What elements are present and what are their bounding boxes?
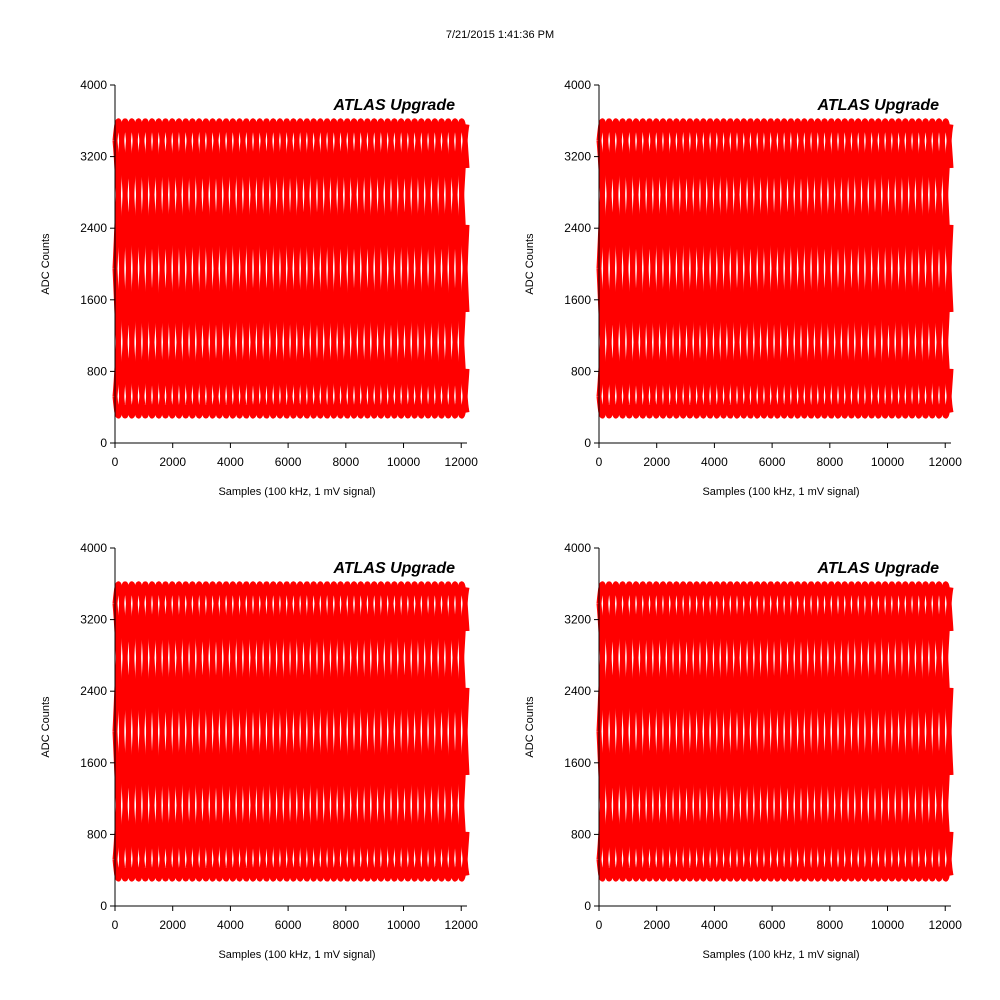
x-tick-label: 10000	[387, 455, 421, 469]
x-tick-label: 8000	[332, 455, 359, 469]
y-tick-label: 800	[571, 827, 591, 841]
y-axis-title: ADC Counts	[40, 696, 52, 758]
timestamp: 7/21/2015 1:41:36 PM	[445, 29, 555, 41]
x-tick-label: 2000	[159, 918, 186, 932]
y-tick-label: 0	[584, 899, 591, 913]
y-tick-label: 3200	[80, 613, 107, 627]
signal-trace-5	[596, 581, 954, 882]
x-tick-label: 0	[112, 918, 119, 932]
y-tick-label: 800	[87, 364, 107, 378]
y-tick-label: 800	[571, 364, 591, 378]
y-tick-label: 800	[87, 827, 107, 841]
chart-title: ATLAS Upgrade	[333, 560, 456, 577]
signal-trace-4	[596, 581, 954, 882]
signal-traces	[596, 118, 954, 419]
y-tick-label: 1600	[564, 293, 591, 307]
x-tick-label: 2000	[643, 455, 670, 469]
x-tick-label: 4000	[701, 455, 728, 469]
x-tick-label: 4000	[701, 918, 728, 932]
signal-traces	[112, 581, 470, 882]
x-tick-label: 10000	[871, 918, 905, 932]
signal-trace-6	[112, 118, 470, 419]
x-axis-title: Samples (100 kHz, 1 mV signal)	[702, 486, 859, 498]
y-tick-label: 2400	[564, 221, 591, 235]
y-tick-label: 2400	[80, 684, 107, 698]
y-tick-label: 1600	[80, 293, 107, 307]
chart-title: ATLAS Upgrade	[333, 97, 456, 114]
y-tick-label: 2400	[80, 221, 107, 235]
chart-title: ATLAS Upgrade	[817, 560, 940, 577]
x-tick-label: 0	[596, 918, 603, 932]
y-tick-label: 1600	[80, 756, 107, 770]
chart-title: ATLAS Upgrade	[817, 97, 940, 114]
x-tick-label: 0	[596, 455, 603, 469]
chart-panel-bottom-right: 0 800 1600 2400 3200 4000 0 2000 4000 6000 8000 100…	[524, 541, 963, 961]
y-tick-label: 4000	[564, 78, 591, 92]
chart-panel-top-left: 0 800 1600 2400 3200 4000 0 2000 4000 6000 8000 100…	[40, 78, 479, 498]
signal-trace-5	[112, 581, 470, 882]
x-tick-label: 10000	[871, 455, 905, 469]
y-tick-label: 0	[100, 436, 107, 450]
x-tick-label: 6000	[275, 918, 302, 932]
x-tick-label: 0	[112, 455, 119, 469]
y-tick-label: 0	[100, 899, 107, 913]
x-tick-label: 6000	[275, 455, 302, 469]
x-axis-title: Samples (100 kHz, 1 mV signal)	[218, 486, 375, 498]
x-tick-label: 4000	[217, 918, 244, 932]
signal-trace-6	[596, 118, 954, 419]
x-axis-title: Samples (100 kHz, 1 mV signal)	[702, 949, 859, 961]
y-tick-label: 1600	[564, 756, 591, 770]
y-tick-label: 2400	[564, 684, 591, 698]
signal-traces	[112, 118, 470, 419]
x-tick-label: 12000	[445, 918, 479, 932]
x-axis-title: Samples (100 kHz, 1 mV signal)	[218, 949, 375, 961]
x-tick-label: 4000	[217, 455, 244, 469]
y-axis-title: ADC Counts	[524, 233, 536, 295]
y-tick-label: 3200	[80, 150, 107, 164]
signal-trace-4	[112, 118, 470, 419]
x-tick-label: 12000	[445, 455, 479, 469]
y-tick-label: 4000	[80, 78, 107, 92]
chart-panel-top-right: 0 800 1600 2400 3200 4000 0 2000 4000 6000 8000 100…	[524, 78, 963, 498]
x-tick-label: 2000	[643, 918, 670, 932]
y-axis-title: ADC Counts	[524, 696, 536, 758]
signal-trace-4	[596, 118, 954, 419]
signal-trace-4	[112, 581, 470, 882]
signal-traces	[596, 581, 954, 882]
x-tick-label: 8000	[816, 918, 843, 932]
y-tick-label: 3200	[564, 613, 591, 627]
y-tick-label: 4000	[564, 541, 591, 555]
x-tick-label: 8000	[332, 918, 359, 932]
x-tick-label: 8000	[816, 455, 843, 469]
x-tick-label: 6000	[759, 455, 786, 469]
x-tick-label: 12000	[929, 918, 963, 932]
signal-trace-6	[112, 581, 470, 882]
x-tick-label: 6000	[759, 918, 786, 932]
signal-trace-5	[112, 118, 470, 419]
x-tick-label: 12000	[929, 455, 963, 469]
signal-trace-6	[596, 581, 954, 882]
y-tick-label: 4000	[80, 541, 107, 555]
x-tick-label: 2000	[159, 455, 186, 469]
signal-trace-5	[596, 118, 954, 419]
chart-panel-bottom-left: 0 800 1600 2400 3200 4000 0 2000 4000 6000 8000 100…	[40, 541, 479, 961]
y-tick-label: 3200	[564, 150, 591, 164]
y-tick-label: 0	[584, 436, 591, 450]
y-axis-title: ADC Counts	[40, 233, 52, 295]
x-tick-label: 10000	[387, 918, 421, 932]
